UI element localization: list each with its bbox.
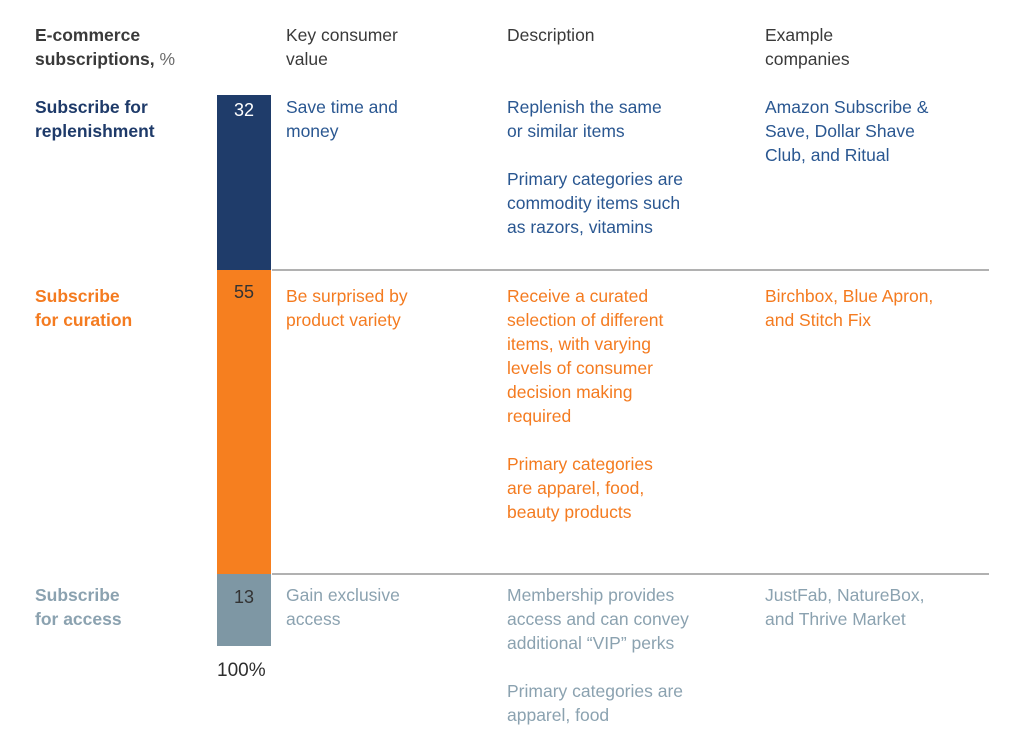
column-header-description: Description bbox=[507, 25, 595, 45]
consumer-value-curation: Be surprised by product variety bbox=[286, 286, 408, 330]
description-paragraph: Replenish the same or similar items bbox=[507, 97, 662, 141]
bar-value-access: 13 bbox=[233, 587, 255, 607]
description-replenishment: Replenish the same or similar items Prim… bbox=[507, 95, 757, 239]
row-label-curation: Subscribe for curation bbox=[35, 286, 133, 330]
companies-replenishment: Amazon Subscribe & Save, Dollar Shave Cl… bbox=[765, 97, 929, 165]
description-curation: Receive a curated selection of different… bbox=[507, 284, 757, 524]
description-paragraph: Primary categories are commodity items s… bbox=[507, 169, 684, 237]
bar-value-curation: 55 bbox=[233, 282, 255, 302]
column-header-companies: Example companies bbox=[765, 25, 850, 69]
companies-access: JustFab, NatureBox, and Thrive Market bbox=[765, 585, 925, 629]
column-header-consumer-value: Key consumer value bbox=[286, 25, 398, 69]
header-title: E-commerce subscriptions, bbox=[35, 25, 155, 69]
bar-segment-replenishment bbox=[217, 95, 271, 270]
companies-curation: Birchbox, Blue Apron, and Stitch Fix bbox=[765, 286, 934, 330]
description-paragraph: Receive a curated selection of different… bbox=[507, 286, 664, 426]
consumer-value-access: Gain exclusive access bbox=[286, 585, 400, 629]
row-divider bbox=[272, 269, 989, 271]
row-divider bbox=[272, 573, 989, 575]
description-paragraph: Membership provides access and can conve… bbox=[507, 585, 689, 653]
description-access: Membership provides access and can conve… bbox=[507, 583, 757, 727]
consumer-value-replenishment: Save time and money bbox=[286, 97, 398, 141]
row-label-access: Subscribe for access bbox=[35, 585, 122, 629]
bar-total-label: 100% bbox=[217, 660, 266, 681]
row-label-replenishment: Subscribe for replenishment bbox=[35, 97, 155, 141]
bar-value-replenishment: 32 bbox=[233, 100, 255, 120]
description-paragraph: Primary categories are apparel, food, be… bbox=[507, 454, 653, 522]
column-header-subscriptions: E-commerce subscriptions, % bbox=[35, 23, 215, 71]
bar-segment-curation bbox=[217, 270, 271, 574]
bar-segment-access bbox=[217, 574, 271, 646]
header-unit: % bbox=[154, 49, 176, 69]
description-paragraph: Primary categories are apparel, food bbox=[507, 681, 684, 725]
